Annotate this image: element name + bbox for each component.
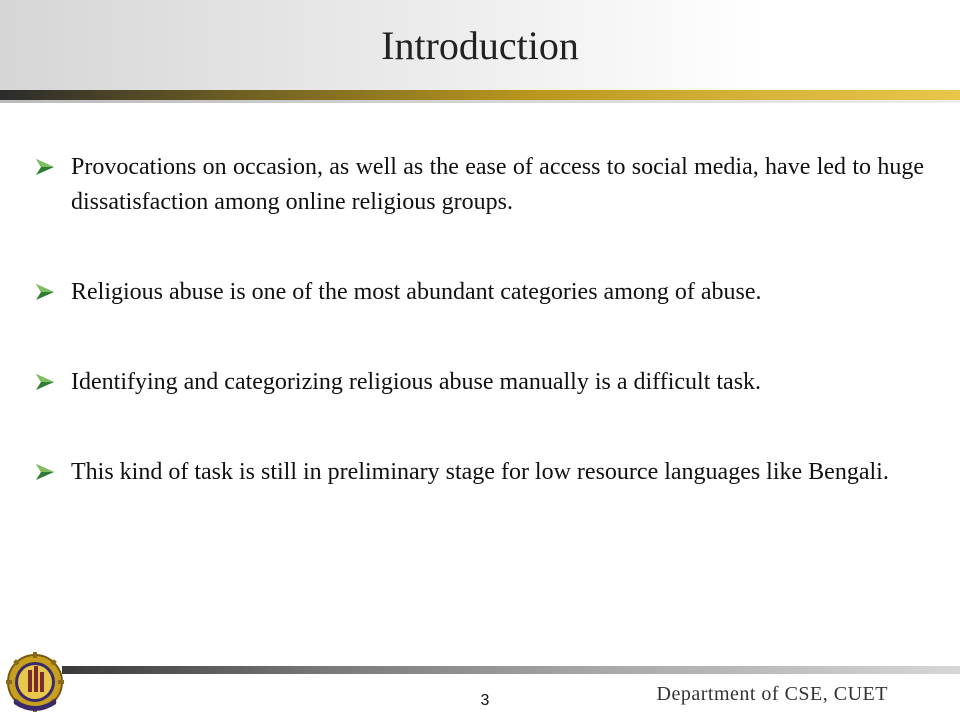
bullet-text: Religious abuse is one of the most abund… [71,279,762,305]
bullet-text: This kind of task is still in preliminar… [71,459,889,485]
university-emblem-icon [6,652,64,712]
page-number: 3 [480,692,490,709]
bullet-text: Identifying and categorizing religious a… [71,369,762,395]
bullet-item: This kind of task is still in preliminar… [34,455,924,490]
arrow-bullet-icon [36,159,54,175]
footer-divider-bar [62,666,960,674]
header-divider-shadow [0,100,960,103]
bullet-item: Identifying and categorizing religious a… [34,365,924,400]
bullet-text: Provocations on occasion, as well as the… [71,154,924,215]
bullet-list: Provocations on occasion, as well as the… [34,150,924,490]
footer-department: Department of CSE, CUET [656,683,888,705]
bullet-item: Provocations on occasion, as well as the… [34,150,924,220]
arrow-bullet-icon [36,464,54,480]
header-divider-bar [0,90,960,100]
arrow-bullet-icon [36,374,54,390]
bullet-item: Religious abuse is one of the most abund… [34,275,924,310]
slide-title: Introduction [381,23,579,68]
title-banner [0,0,960,90]
arrow-bullet-icon [36,284,54,300]
